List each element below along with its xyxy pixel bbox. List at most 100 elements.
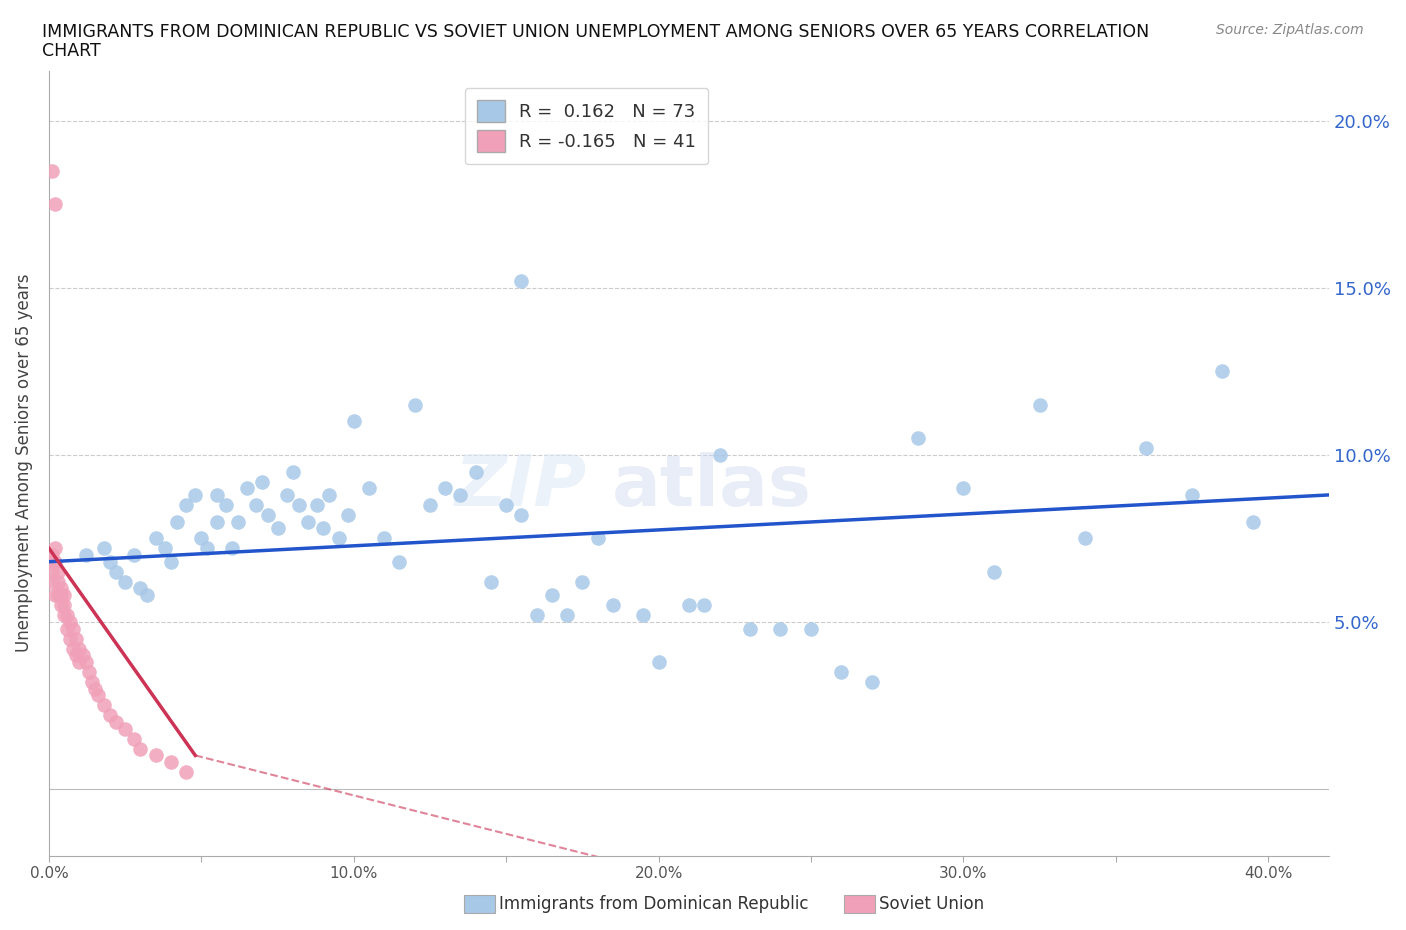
- Immigrants from Dominican Republic: [357, 481, 380, 496]
- Soviet Union: [65, 631, 87, 646]
- Text: Source: ZipAtlas.com: Source: ZipAtlas.com: [1216, 23, 1364, 37]
- Immigrants from Dominican Republic: [318, 487, 340, 502]
- Immigrants from Dominican Republic: [769, 621, 792, 636]
- Soviet Union: [53, 598, 76, 613]
- Immigrants from Dominican Republic: [434, 481, 457, 496]
- Soviet Union: [75, 655, 97, 670]
- Soviet Union: [51, 598, 73, 613]
- Immigrants from Dominican Republic: [1241, 514, 1264, 529]
- Immigrants from Dominican Republic: [464, 464, 486, 479]
- Text: atlas: atlas: [612, 452, 813, 521]
- Immigrants from Dominican Republic: [983, 565, 1005, 579]
- Immigrants from Dominican Republic: [135, 588, 157, 603]
- Soviet Union: [69, 641, 91, 656]
- Soviet Union: [46, 575, 69, 590]
- Soviet Union: [105, 714, 128, 729]
- Immigrants from Dominican Republic: [307, 498, 329, 512]
- Soviet Union: [145, 748, 167, 763]
- Immigrants from Dominican Republic: [373, 531, 395, 546]
- Immigrants from Dominican Republic: [449, 487, 471, 502]
- Soviet Union: [44, 541, 66, 556]
- Immigrants from Dominican Republic: [75, 548, 97, 563]
- Soviet Union: [80, 674, 103, 689]
- Immigrants from Dominican Republic: [160, 554, 183, 569]
- Immigrants from Dominican Republic: [257, 508, 280, 523]
- Immigrants from Dominican Republic: [1028, 397, 1050, 412]
- Immigrants from Dominican Republic: [205, 514, 228, 529]
- Soviet Union: [41, 565, 63, 579]
- Immigrants from Dominican Republic: [336, 508, 359, 523]
- Soviet Union: [69, 655, 91, 670]
- Immigrants from Dominican Republic: [633, 607, 655, 622]
- Soviet Union: [93, 698, 115, 712]
- Immigrants from Dominican Republic: [129, 581, 152, 596]
- Immigrants from Dominican Republic: [907, 431, 929, 445]
- Soviet Union: [41, 164, 63, 179]
- Immigrants from Dominican Republic: [221, 541, 243, 556]
- Immigrants from Dominican Republic: [114, 575, 136, 590]
- Immigrants from Dominican Republic: [495, 498, 517, 512]
- Soviet Union: [56, 621, 79, 636]
- Immigrants from Dominican Republic: [738, 621, 761, 636]
- Immigrants from Dominican Republic: [526, 607, 548, 622]
- Legend: R =  0.162   N = 73, R = -0.165   N = 41: R = 0.162 N = 73, R = -0.165 N = 41: [465, 87, 709, 165]
- Soviet Union: [65, 648, 87, 663]
- Soviet Union: [44, 588, 66, 603]
- Immigrants from Dominican Republic: [174, 498, 197, 512]
- Text: IMMIGRANTS FROM DOMINICAN REPUBLIC VS SOVIET UNION UNEMPLOYMENT AMONG SENIORS OV: IMMIGRANTS FROM DOMINICAN REPUBLIC VS SO…: [42, 23, 1150, 41]
- Immigrants from Dominican Republic: [388, 554, 411, 569]
- Immigrants from Dominican Republic: [555, 607, 578, 622]
- Immigrants from Dominican Republic: [510, 508, 533, 523]
- Immigrants from Dominican Republic: [1135, 441, 1157, 456]
- Soviet Union: [62, 641, 84, 656]
- Soviet Union: [44, 197, 66, 212]
- Immigrants from Dominican Republic: [184, 487, 207, 502]
- Immigrants from Dominican Republic: [1181, 487, 1204, 502]
- Soviet Union: [83, 681, 105, 696]
- Immigrants from Dominican Republic: [288, 498, 311, 512]
- Immigrants from Dominican Republic: [1074, 531, 1097, 546]
- Soviet Union: [46, 588, 69, 603]
- Immigrants from Dominican Republic: [800, 621, 823, 636]
- Soviet Union: [46, 565, 69, 579]
- Immigrants from Dominican Republic: [105, 565, 128, 579]
- Soviet Union: [59, 631, 82, 646]
- Immigrants from Dominican Republic: [830, 664, 852, 679]
- Text: Soviet Union: Soviet Union: [879, 895, 984, 913]
- Immigrants from Dominican Republic: [226, 514, 249, 529]
- Soviet Union: [53, 607, 76, 622]
- Immigrants from Dominican Republic: [205, 487, 228, 502]
- Soviet Union: [62, 621, 84, 636]
- Immigrants from Dominican Republic: [586, 531, 609, 546]
- Soviet Union: [53, 588, 76, 603]
- Immigrants from Dominican Republic: [297, 514, 319, 529]
- Immigrants from Dominican Republic: [197, 541, 219, 556]
- Soviet Union: [41, 575, 63, 590]
- Text: Immigrants from Dominican Republic: Immigrants from Dominican Republic: [499, 895, 808, 913]
- Soviet Union: [174, 764, 197, 779]
- Immigrants from Dominican Republic: [281, 464, 304, 479]
- Soviet Union: [59, 615, 82, 630]
- Immigrants from Dominican Republic: [124, 548, 146, 563]
- Immigrants from Dominican Republic: [860, 674, 883, 689]
- Text: CHART: CHART: [42, 42, 101, 60]
- Immigrants from Dominican Republic: [510, 273, 533, 288]
- Y-axis label: Unemployment Among Seniors over 65 years: Unemployment Among Seniors over 65 years: [15, 274, 32, 653]
- Soviet Union: [44, 554, 66, 569]
- Soviet Union: [72, 648, 94, 663]
- Immigrants from Dominican Republic: [647, 655, 669, 670]
- Immigrants from Dominican Republic: [215, 498, 238, 512]
- Immigrants from Dominican Republic: [952, 481, 974, 496]
- Immigrants from Dominican Republic: [245, 498, 267, 512]
- Soviet Union: [129, 741, 152, 756]
- Immigrants from Dominican Republic: [252, 474, 274, 489]
- Immigrants from Dominican Republic: [312, 521, 335, 536]
- Immigrants from Dominican Republic: [404, 397, 426, 412]
- Soviet Union: [41, 548, 63, 563]
- Immigrants from Dominican Republic: [678, 598, 700, 613]
- Immigrants from Dominican Republic: [236, 481, 259, 496]
- Immigrants from Dominican Republic: [343, 414, 366, 429]
- Soviet Union: [51, 588, 73, 603]
- Immigrants from Dominican Republic: [190, 531, 212, 546]
- Soviet Union: [114, 722, 136, 737]
